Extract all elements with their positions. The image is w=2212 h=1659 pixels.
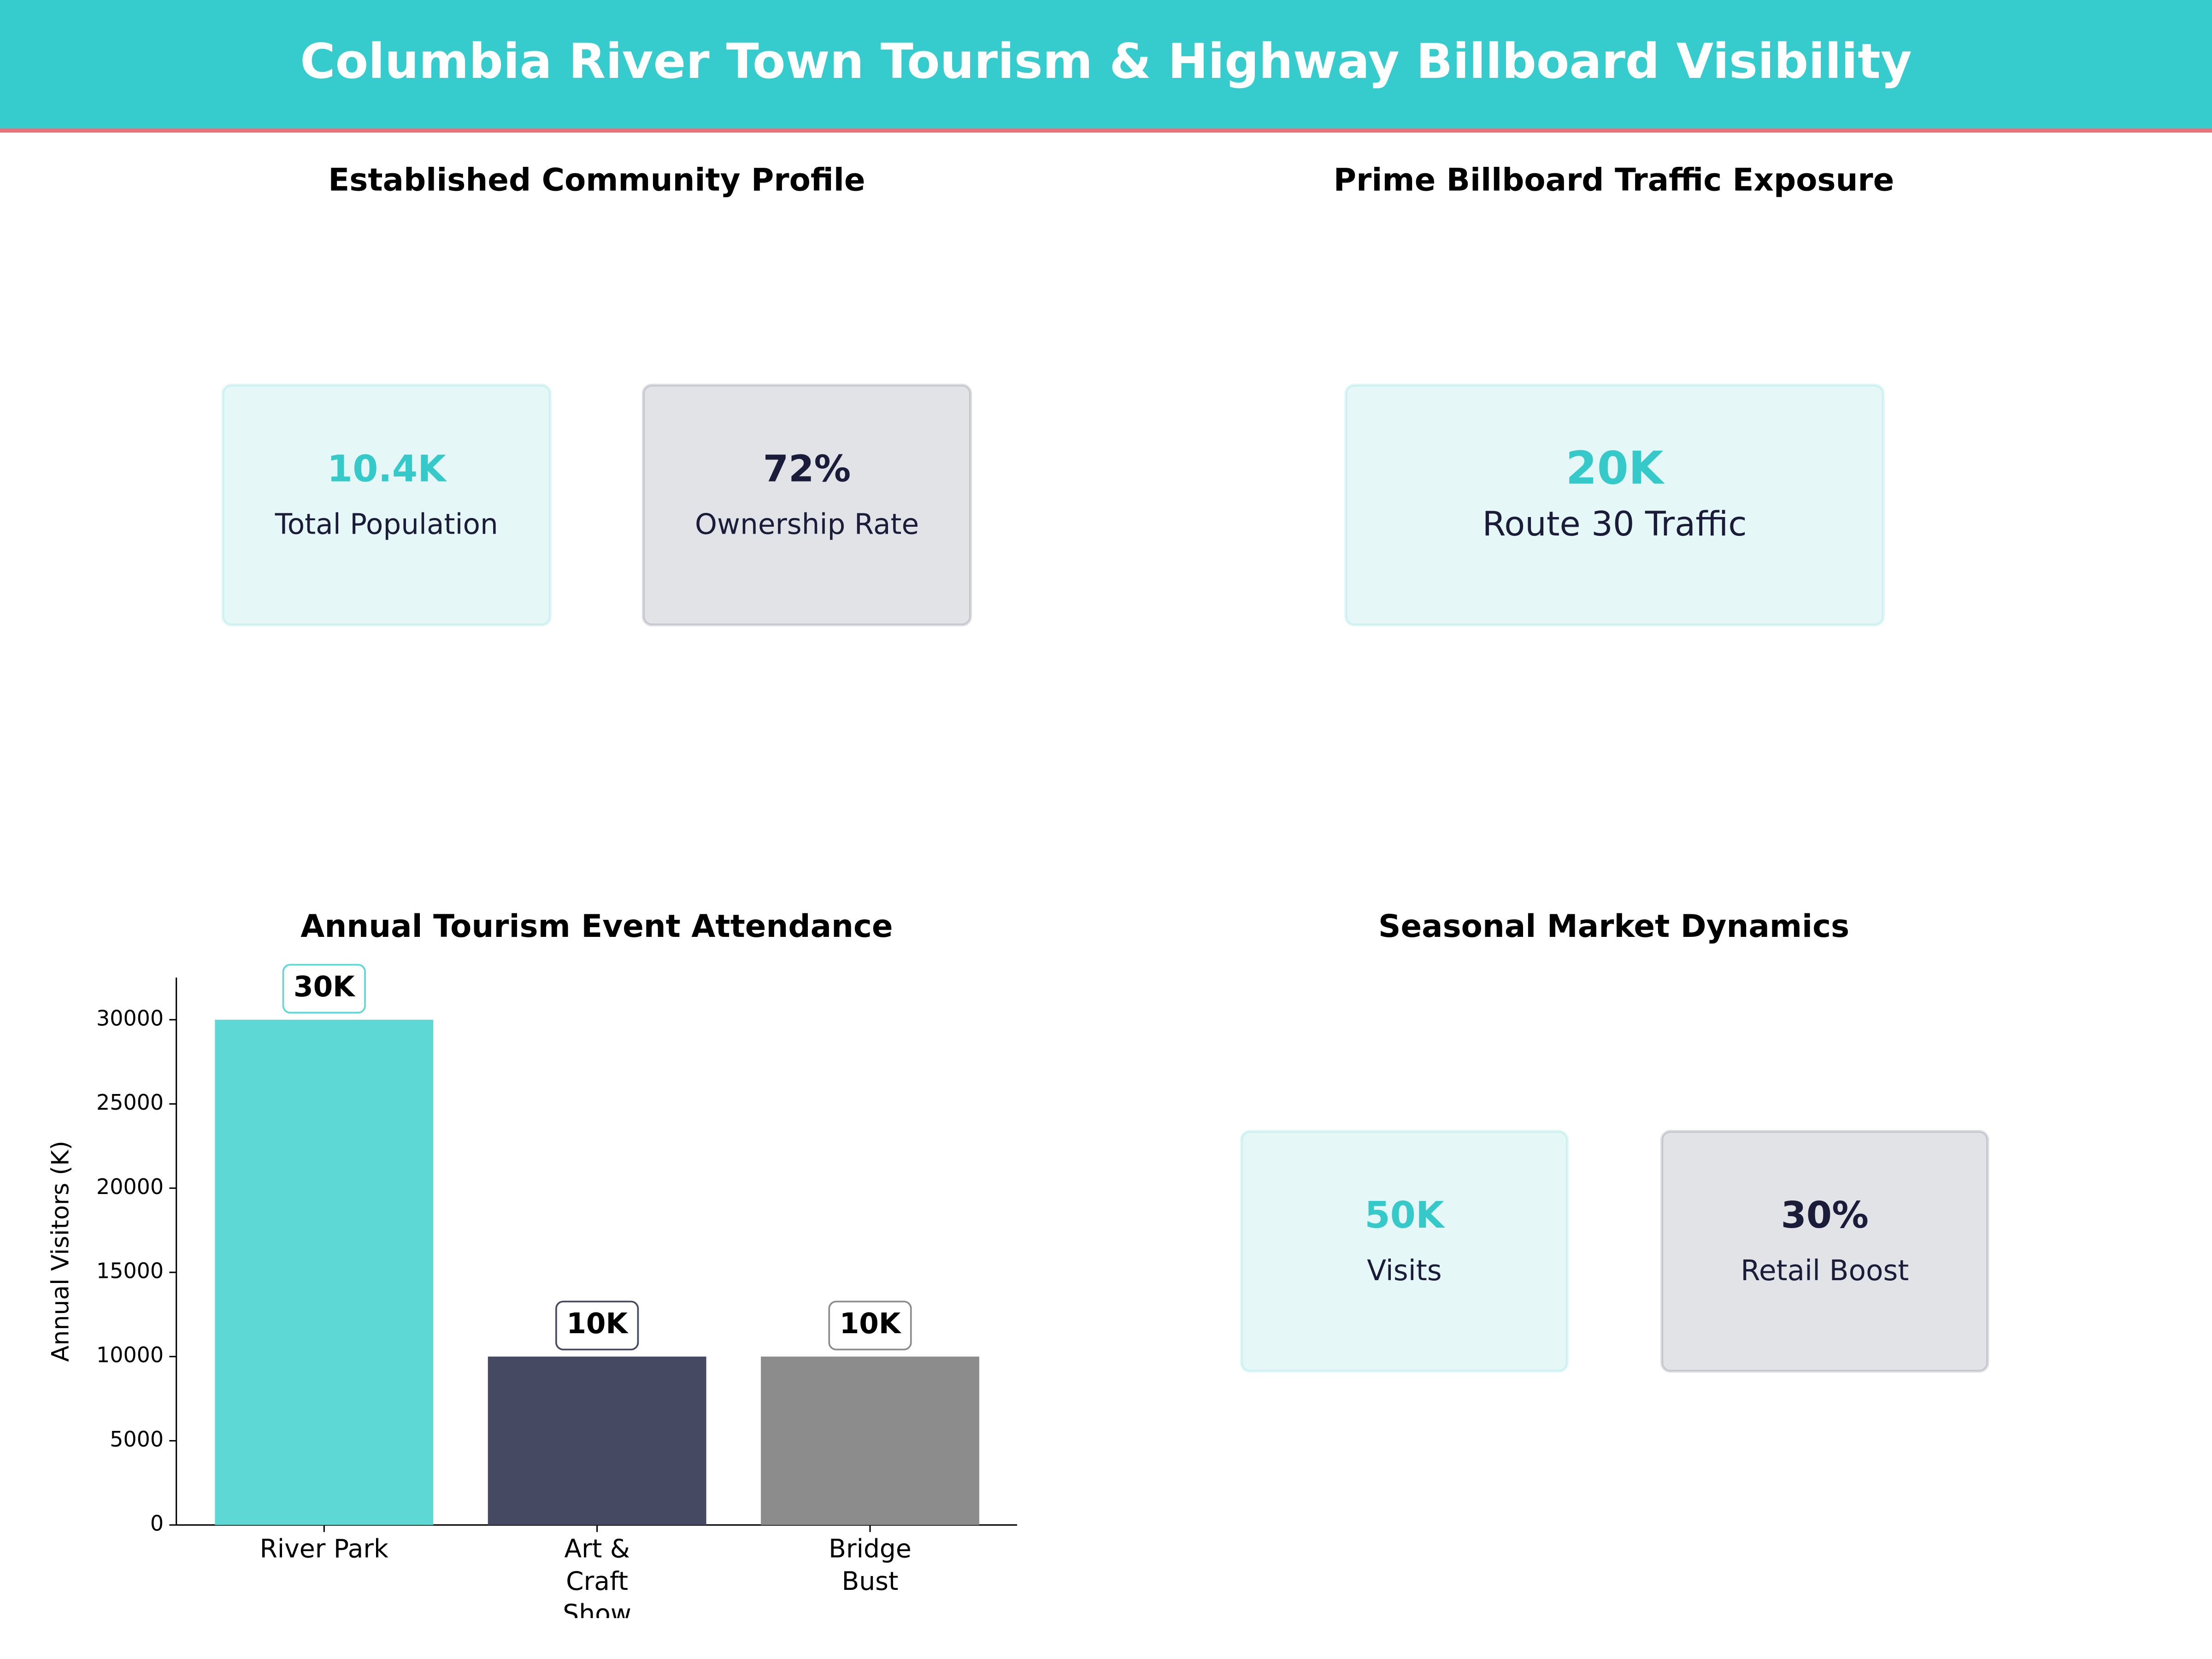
x-tick-label: Bridge Bust bbox=[829, 1535, 912, 1597]
panel-title: Seasonal Market Dynamics bbox=[1378, 908, 1849, 944]
kpi-label: Route 30 Traffic bbox=[1483, 505, 1747, 544]
value-label: 30K bbox=[294, 971, 356, 1003]
x-tick-label: River Park bbox=[259, 1535, 388, 1565]
kpi-value: 30% bbox=[1781, 1194, 1868, 1236]
page-title: Columbia River Town Tourism & Highway Bi… bbox=[300, 33, 1912, 89]
kpi-card bbox=[641, 383, 972, 627]
kpi-value: 10.4K bbox=[327, 447, 447, 490]
x-tick-label-box: Art & Craft Show bbox=[563, 1535, 631, 1618]
value-label: 10K bbox=[566, 1307, 629, 1340]
y-tick-label: 5000 bbox=[110, 1427, 164, 1452]
y-tick-label: 25000 bbox=[96, 1090, 164, 1115]
bar bbox=[761, 1356, 979, 1525]
y-tick-label: 15000 bbox=[96, 1258, 164, 1283]
kpi-value: 50K bbox=[1365, 1194, 1446, 1236]
kpi-card bbox=[221, 383, 552, 627]
y-tick-label: 10000 bbox=[96, 1342, 164, 1367]
header-band bbox=[0, 0, 2212, 130]
chart-title: Annual Tourism Event Attendance bbox=[300, 908, 893, 944]
value-label-box bbox=[828, 1300, 912, 1351]
kpi-card bbox=[1660, 1130, 1989, 1373]
kpi-value: 20K bbox=[1565, 442, 1665, 494]
bar bbox=[488, 1356, 706, 1525]
y-axis-label: Annual Visitors (K) bbox=[47, 1141, 75, 1362]
x-tick-label-box: Bridge Bust bbox=[829, 1535, 912, 1597]
x-tick-label-box: River Park bbox=[259, 1535, 388, 1565]
kpi-label: Total Population bbox=[275, 508, 498, 541]
y-tick-label: 30000 bbox=[96, 1006, 164, 1030]
panel-title: Established Community Profile bbox=[328, 161, 865, 198]
kpi-card bbox=[1344, 383, 1885, 627]
y-tick-label: 20000 bbox=[96, 1174, 164, 1199]
y-tick-label: 0 bbox=[150, 1511, 164, 1536]
kpi-label: Visits bbox=[1367, 1254, 1441, 1287]
panel-title: Prime Billboard Traffic Exposure bbox=[1334, 161, 1894, 198]
value-label: 10K bbox=[840, 1307, 902, 1340]
bar bbox=[215, 1019, 434, 1525]
header-rule bbox=[0, 128, 2212, 133]
kpi-label: Retail Boost bbox=[1741, 1254, 1909, 1287]
x-tick-label: Art & Craft Show bbox=[563, 1535, 631, 1618]
kpi-card bbox=[1240, 1130, 1569, 1373]
value-label-box bbox=[555, 1300, 639, 1351]
kpi-label: Ownership Rate bbox=[695, 508, 919, 541]
value-label-box bbox=[282, 964, 366, 1014]
kpi-value: 72% bbox=[763, 447, 851, 490]
